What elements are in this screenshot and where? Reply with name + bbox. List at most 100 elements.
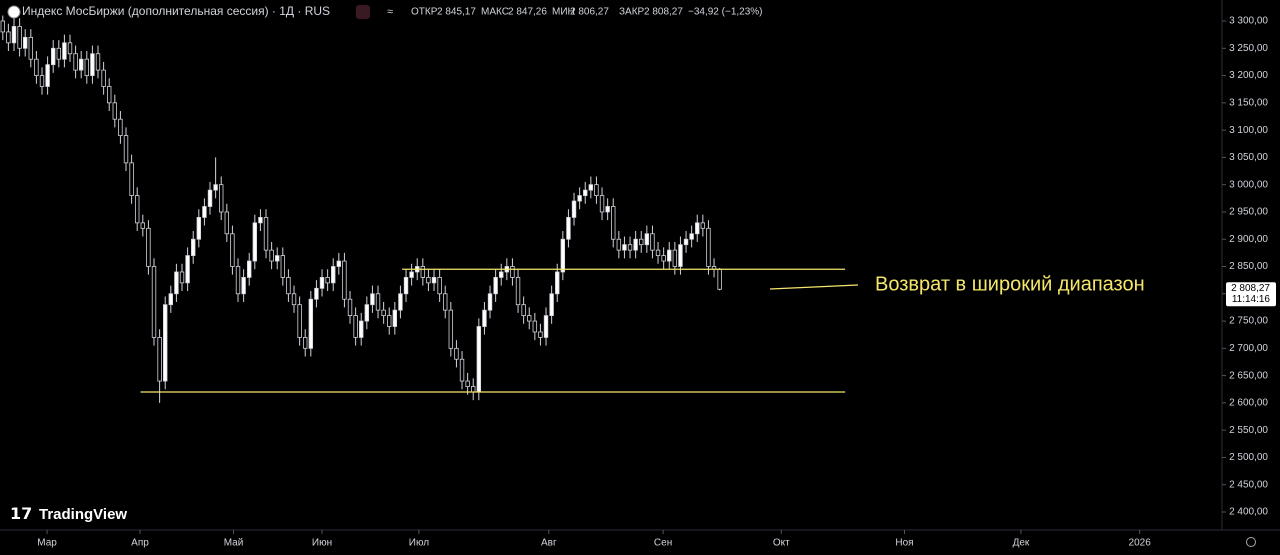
candle-body — [493, 277, 498, 295]
candle-body — [123, 135, 129, 164]
candle-body — [325, 277, 330, 284]
candle-body — [364, 304, 370, 322]
last-price-box — [1226, 282, 1276, 307]
x-tick-label: 2026 — [1129, 538, 1152, 549]
y-tick-label: 2 950,00 — [1229, 207, 1268, 218]
header-value: 2 808,27 — [644, 7, 683, 18]
y-tick-label: 2 850,00 — [1229, 261, 1268, 272]
candle-body — [297, 304, 302, 338]
x-tick-label: Дек — [1013, 538, 1030, 549]
candle-body — [129, 162, 134, 196]
icon: ≈ — [387, 6, 393, 18]
candle-body — [336, 260, 342, 267]
candle-body — [269, 249, 274, 262]
header-label: ЗАКР — [619, 7, 645, 18]
flag-button[interactable] — [356, 5, 370, 19]
candle-body — [118, 118, 123, 136]
candle-body — [521, 304, 526, 316]
candle-body — [381, 309, 386, 316]
candle-body — [627, 244, 633, 251]
candle-body — [286, 277, 291, 295]
candle-body — [280, 255, 286, 278]
x-tick-label: Окт — [773, 538, 790, 549]
x-tick-label: Мар — [37, 538, 57, 549]
candle-body — [207, 189, 213, 207]
candle-body — [403, 277, 409, 295]
candle-body — [196, 217, 202, 240]
candle-body — [17, 26, 22, 49]
candle-body — [667, 249, 672, 262]
candle-body — [420, 266, 426, 278]
candle-body — [151, 266, 157, 338]
candle-body — [588, 184, 594, 191]
candle-body — [527, 315, 532, 322]
candle-body — [241, 277, 246, 295]
y-tick-label: 3 150,00 — [1229, 97, 1268, 108]
candle-body — [308, 298, 314, 349]
candle-body — [23, 36, 28, 49]
x-tick-label: Апр — [131, 538, 149, 549]
candle-body — [107, 86, 112, 104]
y-tick-label: 2 900,00 — [1229, 234, 1268, 245]
candle-body — [459, 358, 465, 382]
candle-body — [678, 244, 683, 267]
candle-body — [426, 277, 431, 284]
candle-body — [56, 47, 62, 60]
annotation: Возврат в широкий диапазон — [875, 273, 1145, 295]
brand-logo: 𝟭𝟳 — [10, 506, 32, 523]
annotation-line — [769, 284, 859, 290]
candle-body — [168, 293, 174, 306]
candle-body — [224, 211, 230, 235]
candle-body — [672, 249, 678, 267]
candle-body — [465, 380, 470, 387]
x-tick-label: Сен — [654, 538, 672, 549]
candle-body — [487, 293, 493, 311]
candle-body — [258, 217, 263, 224]
y-tick-label: 3 000,00 — [1229, 179, 1268, 190]
candle-body — [112, 102, 118, 120]
candle-body — [583, 189, 588, 196]
candle-body — [482, 309, 487, 327]
candle-body — [571, 200, 577, 218]
candle-body — [683, 238, 689, 246]
candle-body — [644, 233, 650, 246]
candle-body — [347, 298, 353, 316]
candle-body — [331, 266, 336, 284]
candle-body — [6, 31, 11, 44]
candle-body — [392, 309, 398, 327]
candle-body — [375, 293, 381, 311]
candle-body — [594, 184, 599, 196]
x-tick-label: Июн — [312, 538, 332, 549]
candle-body — [202, 206, 207, 218]
header-value: 2 806,27 — [570, 7, 609, 18]
y-tick-label: 3 300,00 — [1229, 16, 1268, 27]
candle-body — [650, 233, 655, 251]
x-tick-label: Май — [224, 538, 244, 549]
candle-body — [599, 195, 605, 213]
candle-body — [191, 238, 196, 256]
flag-icon — [7, 5, 21, 19]
candle-body — [532, 320, 538, 333]
candle-body — [611, 206, 616, 240]
candle-body — [342, 260, 347, 300]
candle-body — [39, 75, 45, 87]
candle-body — [717, 268, 722, 290]
y-tick-label: 2 600,00 — [1229, 398, 1268, 409]
candle-body — [179, 271, 185, 284]
settings-button[interactable] — [1246, 537, 1256, 547]
x-tick-label: Ноя — [895, 538, 913, 549]
candle-body — [135, 195, 140, 224]
candle-body — [431, 277, 437, 284]
y-tick-label: 2 550,00 — [1229, 425, 1268, 436]
candle-body — [213, 184, 218, 191]
x-tick-label: Авг — [541, 538, 557, 549]
candle-body — [605, 206, 610, 213]
candle-body — [622, 244, 627, 251]
candle-body — [73, 53, 78, 71]
x-tick-label: Июл — [409, 538, 429, 549]
candle-body — [146, 227, 151, 267]
candle-body — [471, 386, 476, 393]
candle-body — [409, 271, 414, 278]
candle-body — [560, 238, 566, 273]
